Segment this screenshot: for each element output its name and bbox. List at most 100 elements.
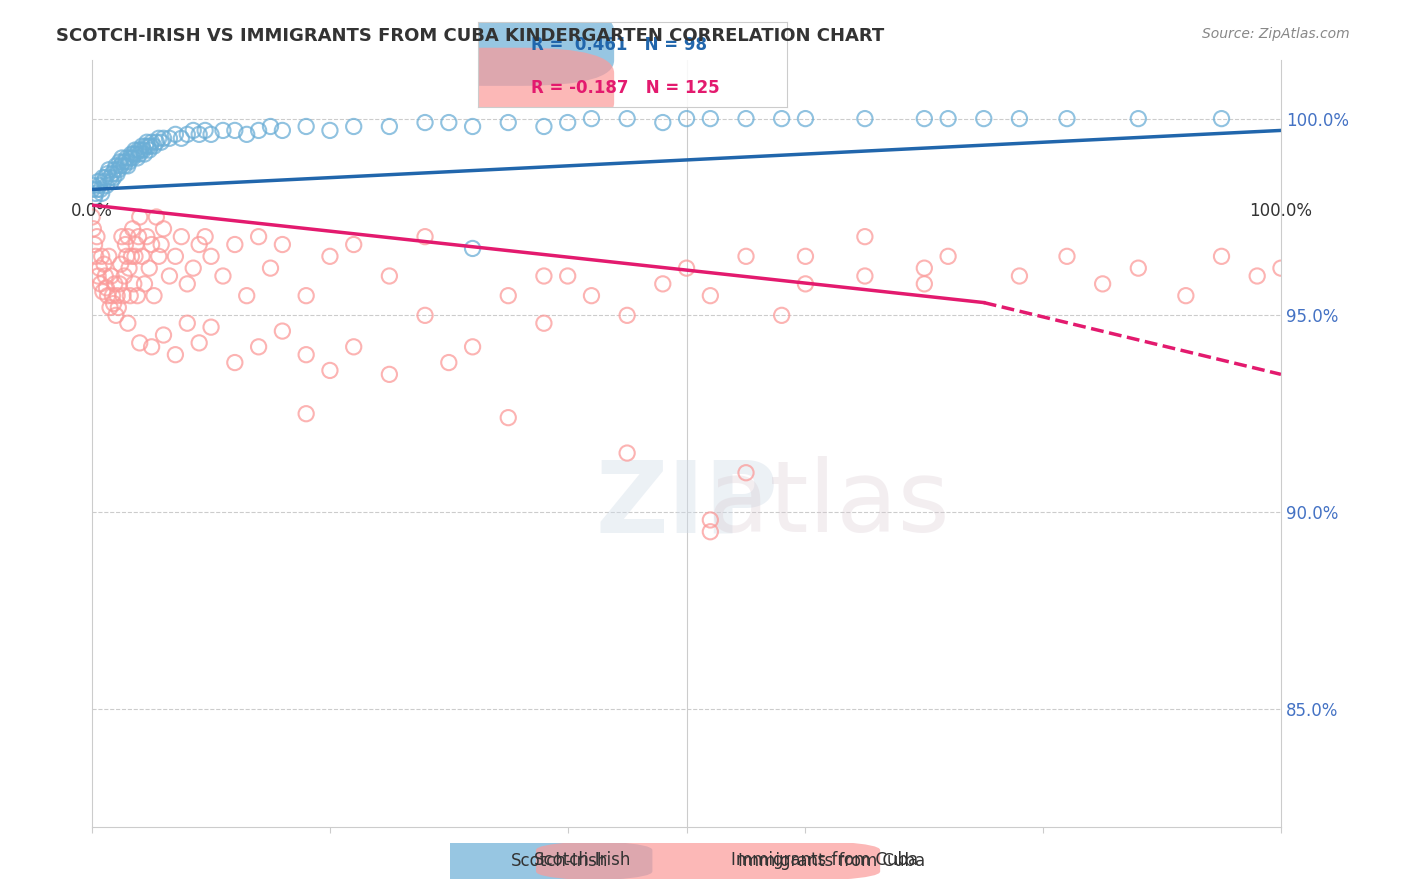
Point [794, 277, 817, 291]
Point [165, 128, 187, 142]
Point [1056, 249, 1078, 263]
Point [181, 123, 204, 137]
Point [115, 249, 138, 263]
Point [616, 446, 638, 460]
Point [378, 120, 401, 134]
Point [699, 288, 721, 302]
FancyBboxPatch shape [391, 5, 614, 86]
Point [97, 288, 120, 302]
Point [98, 301, 121, 315]
Point [295, 288, 318, 302]
Text: Scotch-Irish: Scotch-Irish [510, 852, 607, 870]
Point [104, 277, 127, 291]
Point [131, 139, 153, 153]
Point [122, 147, 145, 161]
Point [1211, 112, 1233, 126]
Point [124, 249, 146, 263]
Point [89, 261, 111, 276]
Point [118, 155, 141, 169]
Text: ZIP: ZIP [595, 456, 778, 553]
Text: Immigrants from Cuba: Immigrants from Cuba [731, 851, 918, 869]
Point [271, 123, 294, 137]
Point [101, 167, 124, 181]
Point [461, 120, 484, 134]
Point [118, 261, 141, 276]
Point [461, 242, 484, 256]
Point [138, 143, 160, 157]
Point [271, 324, 294, 338]
Text: 0.0%: 0.0% [72, 202, 112, 219]
Point [212, 123, 235, 137]
Point [128, 143, 150, 157]
Point [188, 128, 211, 142]
Point [675, 261, 697, 276]
Point [853, 268, 876, 283]
Point [128, 210, 150, 224]
Point [378, 268, 401, 283]
Text: R =  0.461   N = 98: R = 0.461 N = 98 [530, 37, 707, 54]
Point [651, 115, 673, 129]
Point [200, 320, 222, 334]
Point [343, 340, 366, 354]
Point [111, 229, 134, 244]
Point [117, 316, 139, 330]
Point [699, 112, 721, 126]
Point [194, 123, 217, 137]
Point [1270, 261, 1292, 276]
Point [108, 277, 131, 291]
Point [735, 249, 758, 263]
Point [1128, 261, 1150, 276]
Point [103, 296, 125, 310]
Point [128, 335, 150, 350]
Point [533, 268, 555, 283]
Point [165, 348, 187, 362]
Point [533, 120, 555, 134]
Point [912, 112, 935, 126]
Point [181, 261, 204, 276]
Text: Scotch-Irish: Scotch-Irish [534, 851, 631, 869]
Point [912, 261, 935, 276]
Point [120, 288, 142, 302]
Point [82, 178, 104, 193]
Point [200, 128, 222, 142]
Point [115, 151, 138, 165]
Point [675, 112, 697, 126]
Point [96, 178, 118, 193]
Point [176, 128, 198, 142]
Point [413, 309, 436, 323]
Point [295, 120, 318, 134]
Point [461, 340, 484, 354]
Point [120, 249, 142, 263]
Point [1056, 112, 1078, 126]
Point [581, 112, 603, 126]
Point [651, 277, 673, 291]
Point [616, 309, 638, 323]
Point [83, 237, 105, 252]
Point [82, 182, 104, 196]
Point [128, 147, 150, 161]
Point [176, 277, 198, 291]
Point [135, 139, 157, 153]
Point [148, 249, 170, 263]
Point [93, 257, 115, 271]
Point [100, 268, 122, 283]
Point [96, 281, 118, 295]
Point [148, 131, 170, 145]
Point [87, 268, 110, 283]
Point [132, 143, 155, 157]
Point [413, 115, 436, 129]
Point [141, 237, 163, 252]
Point [581, 288, 603, 302]
Point [735, 112, 758, 126]
Point [235, 128, 257, 142]
Point [94, 170, 117, 185]
Point [259, 120, 281, 134]
Point [108, 155, 131, 169]
Point [235, 288, 257, 302]
Text: atlas: atlas [709, 456, 950, 553]
Point [295, 407, 318, 421]
Point [188, 335, 211, 350]
Point [120, 151, 142, 165]
Point [853, 229, 876, 244]
Point [1008, 268, 1031, 283]
